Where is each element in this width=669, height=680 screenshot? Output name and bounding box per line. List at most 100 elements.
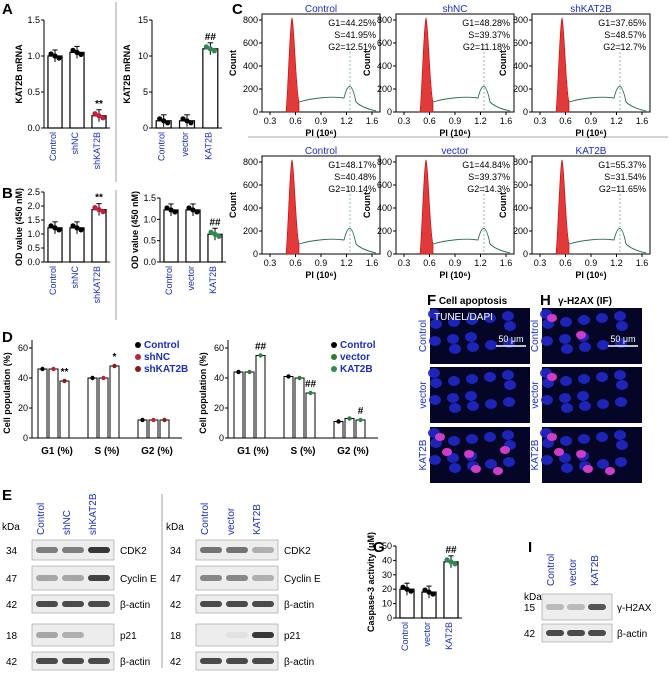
panel-h-positive-cell [547, 314, 557, 322]
histogram-x-label: PI (10⁶) [305, 128, 336, 138]
panel-f-positive-cell [500, 446, 510, 454]
panel-h-nucleus [614, 311, 626, 321]
histogram-y-tick-label: 0 [387, 249, 392, 259]
panel-d-left-point [62, 378, 67, 384]
panel-i-mw-label: 15 [524, 603, 536, 614]
panel-a-right-point [165, 120, 171, 126]
panel-h-nucleus [578, 434, 590, 444]
panel-b-left-point [56, 227, 62, 233]
panel-d-right-bar [233, 371, 244, 439]
panel-d-right-legend-label: Control [340, 340, 376, 351]
panel-h-nucleus [596, 432, 608, 442]
histogram-x-tick-label: 1.2 [474, 258, 487, 268]
panel-i-band [588, 604, 606, 610]
histogram-x-tick-label: 0.9 [585, 116, 598, 126]
panel-g-point [452, 561, 458, 567]
panel-d-left-point [51, 366, 56, 372]
histogram-y-tick-label: 800 [377, 157, 392, 167]
histogram-y-tick-label: 200 [243, 84, 258, 94]
panel-h-nucleus [579, 342, 591, 352]
panel-e-left-lane-label: Control [36, 503, 47, 535]
histogram-y-label: Count [498, 50, 508, 76]
panel-b-left-significance: ** [95, 193, 103, 204]
histogram-title: shKAT2B [570, 4, 612, 15]
panel-h-nucleus [616, 321, 628, 331]
panel-e-right-band [252, 632, 274, 638]
histogram-frame [395, 13, 515, 113]
panel-a-left-bar [69, 51, 85, 129]
panel-d-left-y-label: Cell population (%) [2, 352, 12, 434]
histogram-y-tick-label: 0 [387, 107, 392, 117]
histogram-y-label: Count [362, 192, 372, 218]
histogram-y-tick-label: 400 [513, 61, 528, 71]
panel-e-right-lane-label: vector [226, 507, 237, 535]
histogram-x-tick-label: 1.6 [500, 116, 513, 126]
panel-d-left-bar [59, 380, 70, 439]
g1-peak [285, 159, 300, 255]
panel-d-left-y-tick-label: 0 [23, 433, 28, 443]
histogram-x-tick-label: 0.6 [423, 116, 436, 126]
panel-b-left-point [78, 227, 84, 233]
panel-e-right-band [252, 575, 274, 581]
histogram-x-tick-label: 0.9 [449, 258, 462, 268]
panel-e-left-mw-label: 42 [6, 600, 18, 611]
g2-percentage: G2=12.51% [328, 42, 376, 52]
panel-d-left-point [140, 417, 145, 423]
histogram-y-tick-label: 600 [513, 38, 528, 48]
g1-peak [419, 159, 434, 255]
panel-i-lane-label: KAT2B [590, 555, 601, 586]
panel-d-left-point [40, 366, 45, 372]
panel-a-right-significance: ## [205, 32, 217, 43]
panel-f-nucleus [465, 332, 477, 342]
panel-h-positive-cell [554, 448, 564, 456]
panel-h-nucleus [596, 372, 608, 382]
panel-a-right-point [184, 118, 190, 124]
panel-b-right-y-tick-label: 0.5 [143, 236, 156, 246]
panel-label-b: B [2, 185, 13, 202]
panel-e-right-band [226, 658, 248, 664]
panel-e-right-band-label: CDK2 [284, 546, 311, 557]
histogram-y-tick-label: 0 [523, 107, 528, 117]
histogram-x-tick-label: 0.6 [423, 258, 436, 268]
panel-h-nucleus [614, 370, 626, 380]
panel-d-right-y-tick-label: 40 [214, 373, 224, 383]
panel-b-right-point [164, 205, 170, 211]
panel-g-y-tick-label: 10 [382, 599, 392, 609]
panel-a-left-point [56, 55, 62, 61]
panel-d-left-group-label: G1 (%) [41, 446, 73, 457]
panel-label-i: I [528, 539, 532, 556]
panel-h-nucleus [561, 403, 573, 413]
g1-peak [555, 159, 570, 255]
panel-d-left-y-tick-label: 60 [18, 343, 28, 353]
panel-g-point [400, 584, 406, 590]
panel-d-right-legend-label: vector [340, 352, 370, 363]
panel-a-left-y-tick-label: 0.5 [27, 87, 40, 97]
panel-b-right-point [208, 229, 214, 235]
panel-d-right-y-tick-label: 20 [214, 403, 224, 413]
panel-b-left-point [92, 205, 98, 211]
g1-peak [419, 17, 434, 113]
panel-h-nucleus [559, 334, 571, 344]
panel-d-right-significance: ## [255, 342, 267, 353]
panel-b-left-y-tick-label: 2.5 [27, 187, 40, 197]
panel-i-mw-label: 42 [524, 629, 536, 640]
panel-b-left-x-label: Control [48, 266, 58, 295]
panel-h-nucleus [561, 463, 573, 473]
panel-g-y-tick-label: 0 [387, 613, 392, 623]
panel-a-right-point [211, 48, 217, 54]
panel-d-left-point [112, 363, 117, 369]
histogram-y-tick-label: 800 [243, 15, 258, 25]
panel-i-band-label: β-actin [617, 629, 647, 640]
panel-e-right-mw-label: 42 [170, 657, 182, 668]
panel-h-nucleus [615, 457, 627, 467]
panel-a-right-point [157, 116, 163, 122]
panel-h-positive-cell [583, 465, 593, 473]
panel-f-positive-cell [442, 448, 452, 456]
panel-g-point [422, 587, 428, 593]
s-percentage: S=40.48% [334, 172, 376, 182]
panel-f-nucleus [429, 336, 441, 346]
panel-a-left-y-tick-label: 0.0 [27, 123, 40, 133]
panel-d-left-legend-label: shNC [144, 352, 170, 363]
panel-f-nucleus [502, 311, 514, 321]
histogram-title: Control [305, 146, 337, 157]
